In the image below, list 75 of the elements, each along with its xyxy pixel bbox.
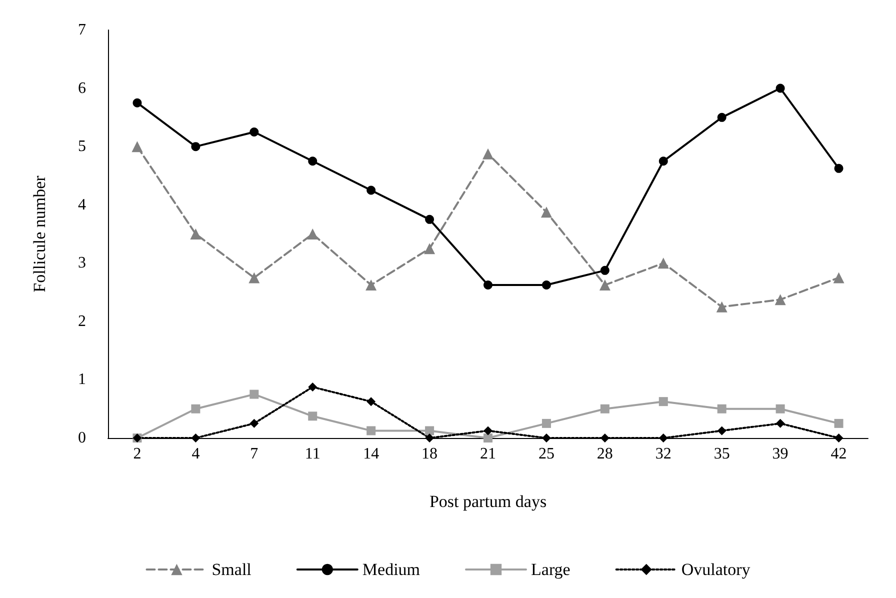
point [658,434,668,442]
point [250,418,259,428]
point [424,243,436,254]
legend-label: Large [531,560,570,579]
point [366,397,376,406]
y-tick-label: 3 [78,254,86,272]
point [776,418,785,428]
point [600,266,610,275]
point [425,214,434,224]
point [600,404,610,414]
point [776,404,785,414]
x-tick-label: 4 [192,446,200,462]
x-tick-label: 35 [714,446,730,462]
point [366,426,376,436]
point [366,186,376,195]
point [250,128,259,136]
y-tick-label: 1 [78,371,86,388]
point [484,434,492,442]
point [132,141,143,152]
point [482,148,494,160]
point [833,272,844,284]
x-tick-label: 28 [596,446,613,462]
x-tick-label: 32 [655,446,672,462]
point [484,280,492,290]
x-tick-label: 18 [422,446,438,462]
x-axis-title: Post partum days [429,492,547,511]
point [190,228,202,240]
x-tick-label: 25 [538,446,554,462]
y-tick-label: 5 [78,138,86,156]
y-tick-label: 6 [78,80,86,97]
point [191,434,200,442]
point [834,434,844,442]
x-tick-label: 42 [830,446,847,462]
point [132,98,142,108]
point [717,426,726,436]
point [542,434,551,442]
point [834,418,844,428]
point [308,412,318,421]
point [308,382,318,392]
y-tick-label: 4 [78,196,86,214]
point [250,390,259,399]
point [542,418,551,428]
point [716,301,728,312]
point [484,426,492,436]
y-axis-title: Follicule number [30,175,49,292]
point [308,156,318,166]
legend-label: Ovulatory [681,560,751,579]
x-tick-label: 39 [772,446,788,462]
x-tick-label: 21 [480,446,496,462]
point [717,404,726,414]
y-tick-label: 2 [78,312,86,330]
x-tick-label: 14 [363,446,380,462]
x-tick-label: 11 [304,446,320,462]
y-tick-label: 7 [78,22,86,38]
point [658,156,668,166]
point [834,164,844,173]
x-tick-label: 7 [250,446,258,462]
legend-label: Small [212,560,252,579]
point [307,228,318,240]
point [658,258,669,269]
point [599,280,610,290]
point [191,142,200,152]
point [425,426,434,436]
point [776,84,785,93]
point [658,397,668,406]
point [542,280,551,290]
point [191,404,200,414]
point [774,294,786,306]
point [366,280,377,290]
point [717,112,726,122]
legend-label: Medium [362,560,420,579]
point [540,206,552,218]
y-tick-label: 0 [78,430,86,446]
point [248,272,260,284]
x-tick-label: 2 [133,446,142,462]
